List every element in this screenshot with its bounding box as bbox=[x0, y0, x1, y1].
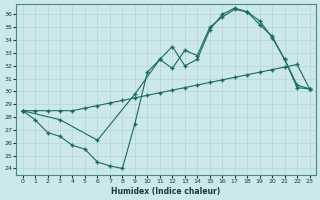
X-axis label: Humidex (Indice chaleur): Humidex (Indice chaleur) bbox=[111, 187, 221, 196]
